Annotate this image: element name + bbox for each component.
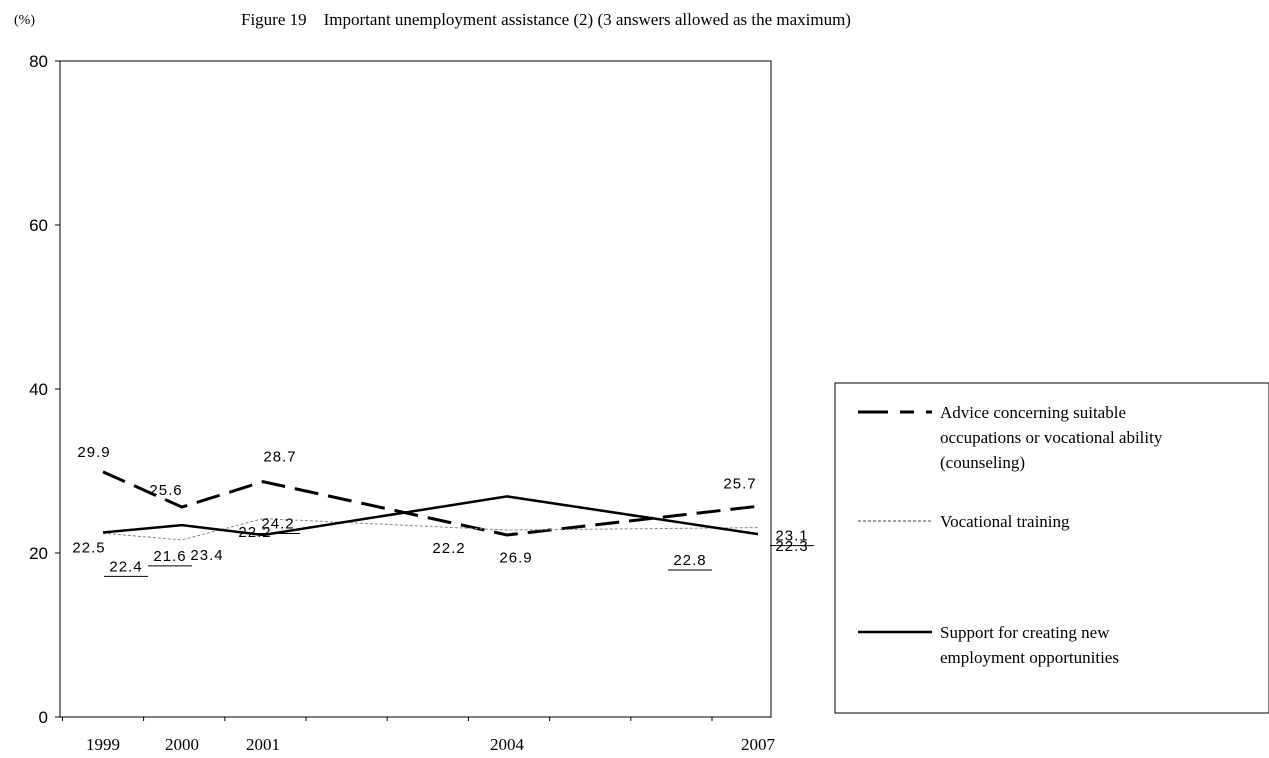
x-tick-label: 2001 xyxy=(246,735,280,754)
data-labels: 29.9 25.6 28.7 22.2 25.7 22.4 21.6 24.2 22.8 23.1… xyxy=(72,444,814,577)
legend-item-advice-label: (counseling) xyxy=(940,453,1025,472)
data-label-job-creation: 22.3 xyxy=(775,538,808,555)
data-label-advice: 28.7 xyxy=(263,449,296,466)
y-tick-label: 20 xyxy=(29,544,48,563)
x-tick-label: 2007 xyxy=(741,735,776,754)
data-label-vocational-training: 23.1 xyxy=(775,528,808,545)
data-label-job-creation: 22.5 xyxy=(72,540,105,557)
series-lines xyxy=(102,470,759,541)
plot-area-frame xyxy=(59,60,772,718)
legend-item-job-creation-label: Support for creating new xyxy=(940,623,1110,642)
legend-item-vocational-training-label: Vocational training xyxy=(940,512,1070,531)
chart-title: Figure 19 Important unemployment assista… xyxy=(241,10,851,29)
data-label-vocational-training: 21.6 xyxy=(153,548,186,565)
legend-item-advice-label: Advice concerning suitable xyxy=(940,403,1126,422)
y-tick-label: 0 xyxy=(39,708,48,727)
series-line-advice xyxy=(102,470,759,537)
data-label-job-creation: 22.2 xyxy=(238,524,271,541)
legend-item-job-creation-label: employment opportunities xyxy=(940,648,1119,667)
y-tick-label: 80 xyxy=(29,52,48,71)
series-line-job-creation xyxy=(102,495,759,537)
x-tick-label: 2004 xyxy=(490,735,525,754)
x-tick-label: 1999 xyxy=(86,735,120,754)
series-line-vocational-training xyxy=(102,518,759,541)
data-label-vocational-training: 22.4 xyxy=(109,558,142,575)
y-tick-label: 40 xyxy=(29,380,48,399)
axis-ticks: 0 20 40 60 80 1999 2000 2001 2004 2007 xyxy=(29,52,775,754)
data-label-advice: 25.6 xyxy=(149,482,182,499)
data-label-vocational-training: 22.8 xyxy=(673,552,706,569)
y-unit-label: (%) xyxy=(14,13,35,28)
data-label-job-creation: 26.9 xyxy=(499,549,532,566)
data-label-advice: 25.7 xyxy=(723,475,756,492)
data-label-advice: 29.9 xyxy=(77,444,110,461)
legend: Advice concerning suitable occupations or… xyxy=(834,382,1269,714)
y-tick-label: 60 xyxy=(29,216,48,235)
legend-frame xyxy=(834,382,1269,714)
x-tick-label: 2000 xyxy=(165,735,199,754)
data-label-advice: 22.2 xyxy=(432,540,465,557)
legend-item-advice-label: occupations or vocational ability xyxy=(940,428,1163,447)
data-label-vocational-training: 24.2 xyxy=(261,516,294,533)
data-label-job-creation: 23.4 xyxy=(190,547,223,564)
